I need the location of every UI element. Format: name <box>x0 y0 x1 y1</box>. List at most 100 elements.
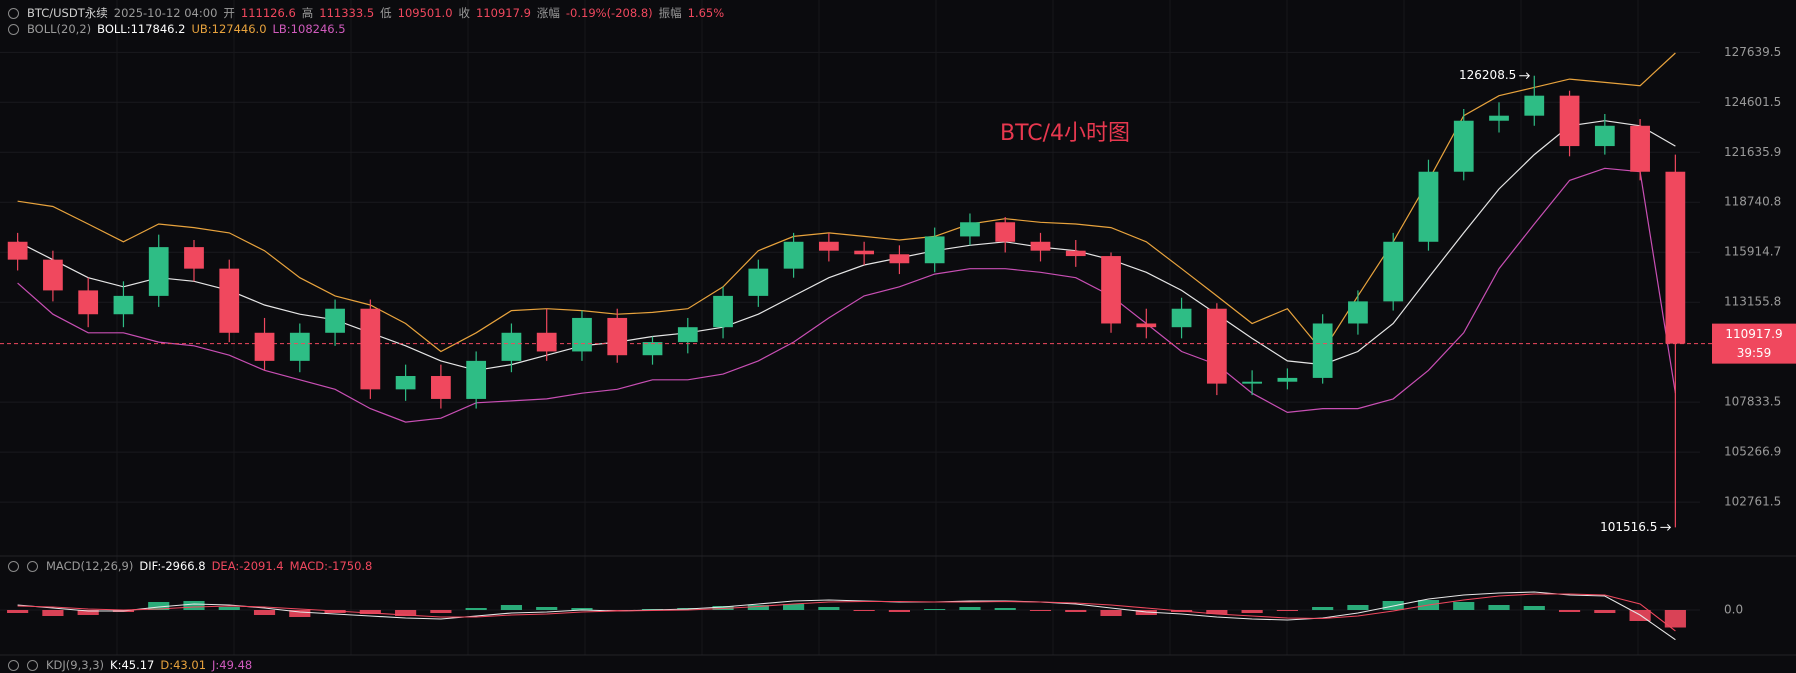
quote-label: 涨幅 <box>536 6 560 20</box>
y-tick-label: 115914.7 <box>1724 245 1781 259</box>
boll-line <box>17 52 1676 353</box>
macd-legend: MACD(12,26,9) DIF:-2966.8 DEA:-2091.4 MACD… <box>8 559 372 573</box>
high-marker: 126208.5 <box>1459 68 1516 82</box>
quote-value: -0.19%(-208.8) <box>565 6 653 20</box>
legend-entry: UB:127446.0 <box>191 22 267 36</box>
legend-entry: BOLL:117846.2 <box>97 22 186 36</box>
icon <box>8 659 19 671</box>
kdj-legend: KDJ(9,3,3) K:45.17 D:43.01 J:49.48 <box>8 658 252 672</box>
candle-body <box>1136 323 1157 328</box>
marker-arrow <box>1660 524 1672 531</box>
candle-body <box>889 254 910 264</box>
macd-bar <box>1488 605 1510 610</box>
macd-bar <box>253 610 276 615</box>
candle-body <box>43 259 63 291</box>
macd-bar <box>1664 610 1686 628</box>
candle-body <box>924 236 945 264</box>
candle-body <box>818 241 839 251</box>
macd-bar <box>148 602 170 610</box>
candle-body <box>783 241 804 269</box>
candle-body <box>219 268 240 333</box>
candle-body <box>395 376 416 390</box>
indicator-name: MACD(12,26,9) <box>46 559 134 573</box>
candle-body <box>1665 171 1686 344</box>
macd-bar <box>747 605 769 610</box>
macd-bar <box>1065 610 1087 612</box>
quote-value: 111126.6 <box>240 6 296 20</box>
macd-bar <box>465 608 487 610</box>
quote-label: 振幅 <box>658 6 682 20</box>
icon <box>27 659 38 671</box>
macd-bar <box>571 608 593 610</box>
candle-body <box>1065 250 1086 257</box>
icon <box>8 560 19 572</box>
symbol: BTC/USDT永续 <box>27 6 108 20</box>
macd-bar <box>818 607 840 610</box>
candle-body <box>466 360 487 399</box>
legend-entry: K:45.17 <box>110 658 155 672</box>
macd-bar <box>430 610 452 613</box>
indicator-name: BOLL(20,2) <box>27 22 92 36</box>
candle-body <box>1418 171 1439 242</box>
candle-body <box>289 332 310 361</box>
y-tick-label: 121635.9 <box>1724 145 1781 159</box>
candle-body <box>501 332 522 361</box>
candle-body <box>677 327 698 343</box>
candle-body <box>113 295 134 315</box>
y-tick-label: 107833.5 <box>1724 395 1781 409</box>
candle-body <box>431 376 451 399</box>
macd-bar <box>1241 610 1263 613</box>
quote-value: 110917.9 <box>476 6 531 20</box>
macd-bar <box>42 610 64 616</box>
time: 2025-10-12 04:00 <box>113 6 218 20</box>
macd-bar <box>1276 610 1298 611</box>
candle-body <box>184 247 204 269</box>
macd-bar <box>1029 610 1052 611</box>
candle-body <box>1242 381 1262 384</box>
candle-body <box>960 222 980 237</box>
legend-entry: LB:108246.5 <box>272 22 346 36</box>
chart-title: BTC/4小时图 <box>1000 121 1130 146</box>
macd-bar <box>1453 602 1475 610</box>
y-tick-label: 0.0 <box>1724 603 1743 617</box>
boll-line <box>17 120 1676 371</box>
quote-value: 1.65% <box>687 6 725 20</box>
candle-body <box>607 317 628 356</box>
boll-legend: BOLL(20,2) BOLL:117846.2 UB:127446.0 LB:10… <box>8 22 346 36</box>
macd-bar <box>888 610 910 612</box>
quote-label: 低 <box>380 6 392 20</box>
candle-body <box>1383 241 1404 302</box>
candle-body <box>1277 377 1298 382</box>
macd-bar <box>959 607 981 610</box>
macd-bar <box>1347 605 1369 610</box>
marker-arrow <box>1519 72 1530 80</box>
last-price: 110917.9 <box>1725 327 1782 341</box>
candle-body <box>254 332 275 361</box>
macd-bar <box>218 607 240 610</box>
legend-entry: D:43.01 <box>160 658 207 672</box>
macd-bar <box>289 610 311 617</box>
y-tick-label: 102761.5 <box>1724 495 1781 509</box>
macd-bar <box>1594 610 1616 613</box>
indicator-name: KDJ(9,3,3) <box>46 658 105 672</box>
candle-body <box>1030 241 1051 251</box>
candle-body <box>325 308 345 333</box>
icon <box>27 560 38 572</box>
candle-body <box>1630 125 1650 172</box>
candle-body <box>1453 120 1474 172</box>
candle-body <box>536 332 557 352</box>
low-marker: 101516.5 <box>1600 520 1657 534</box>
last-price-tag <box>1712 323 1796 364</box>
legend-entry: MACD:-1750.8 <box>289 559 373 573</box>
macd-bar <box>77 610 99 615</box>
candle-body <box>78 290 99 315</box>
boll-line <box>17 167 1676 423</box>
icon <box>8 23 19 35</box>
quote-header: BTC/USDT永续 2025-10-12 04:00 开 111126.6 高 11… <box>8 5 724 21</box>
candle-body <box>1594 125 1615 147</box>
candle-body <box>995 222 1016 242</box>
macd-bar <box>7 610 29 613</box>
y-tick-label: 127639.5 <box>1724 45 1781 59</box>
